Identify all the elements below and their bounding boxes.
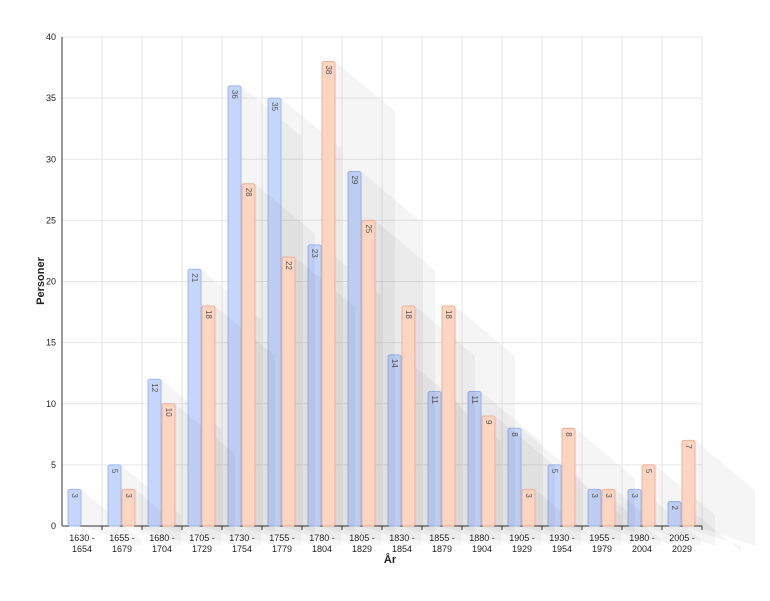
bar bbox=[681, 439, 696, 527]
bar-shadow bbox=[495, 415, 555, 546]
x-tick-label: 1855 -1879 bbox=[429, 533, 455, 554]
bar bbox=[641, 464, 656, 527]
bar bbox=[387, 354, 402, 527]
value-label: 28 bbox=[244, 188, 253, 197]
bar-shadow bbox=[695, 440, 755, 546]
value-label: 3 bbox=[524, 493, 533, 498]
bar-shadow bbox=[681, 501, 741, 552]
value-label: 22 bbox=[284, 261, 293, 270]
bar bbox=[441, 305, 456, 527]
value-label: 25 bbox=[364, 224, 373, 233]
x-tick-label: 1930 -1954 bbox=[549, 533, 575, 554]
x-tick-label: 1680 -1704 bbox=[149, 533, 175, 554]
value-label: 9 bbox=[484, 420, 493, 425]
value-label: 7 bbox=[684, 444, 693, 449]
value-label: 11 bbox=[470, 396, 479, 405]
value-label: 5 bbox=[644, 469, 653, 474]
x-tick-label: 1805 -1829 bbox=[349, 533, 375, 554]
value-label: 10 bbox=[164, 408, 173, 417]
x-tick-label: 1780 -1804 bbox=[309, 533, 335, 554]
x-tick-label: 1755 -1779 bbox=[269, 533, 295, 554]
bar bbox=[627, 488, 642, 527]
x-tick-label: 1655 -1679 bbox=[109, 533, 135, 554]
bar bbox=[561, 427, 576, 527]
bar bbox=[161, 403, 176, 527]
value-label: 3 bbox=[604, 493, 613, 498]
value-label: 3 bbox=[70, 493, 79, 498]
y-tick-label: 10 bbox=[46, 399, 56, 409]
bar bbox=[507, 427, 522, 527]
x-tick-label: 1880 -1904 bbox=[469, 533, 495, 554]
bar-shadow bbox=[575, 428, 635, 546]
value-label: 3 bbox=[630, 493, 639, 498]
value-label: 14 bbox=[390, 359, 399, 368]
y-tick-label: 40 bbox=[46, 32, 56, 42]
y-tick-label: 0 bbox=[51, 521, 56, 531]
x-tick-label: 1830 -1854 bbox=[389, 533, 415, 554]
value-label: 11 bbox=[430, 396, 439, 405]
y-tick-label: 35 bbox=[46, 93, 56, 103]
bar bbox=[281, 256, 296, 527]
bar bbox=[227, 85, 242, 527]
value-label: 36 bbox=[230, 90, 239, 99]
bar bbox=[467, 391, 482, 527]
value-label: 18 bbox=[444, 310, 453, 319]
bar bbox=[107, 464, 122, 527]
value-label: 5 bbox=[110, 469, 119, 474]
y-axis-label: Personer bbox=[35, 256, 47, 304]
value-label: 3 bbox=[124, 493, 133, 498]
bar bbox=[67, 488, 82, 527]
bar bbox=[587, 488, 602, 527]
bar bbox=[521, 488, 536, 527]
bar bbox=[241, 183, 256, 527]
x-tick-label: 2005 -2029 bbox=[669, 533, 695, 554]
bar bbox=[601, 488, 616, 527]
value-label: 5 bbox=[550, 469, 559, 474]
bar bbox=[307, 244, 322, 527]
bar bbox=[147, 378, 162, 527]
value-label: 38 bbox=[324, 65, 333, 74]
x-tick-label: 1955 -1979 bbox=[589, 533, 615, 554]
bar bbox=[427, 391, 442, 527]
x-tick-label: 1705 -1729 bbox=[189, 533, 215, 554]
value-label: 8 bbox=[564, 432, 573, 437]
value-label: 12 bbox=[150, 383, 159, 392]
value-label: 18 bbox=[404, 310, 413, 319]
value-label: 8 bbox=[510, 432, 519, 437]
bar bbox=[121, 488, 136, 527]
value-label: 23 bbox=[310, 249, 319, 258]
x-tick-label: 1905 -1929 bbox=[509, 533, 535, 554]
bar bbox=[547, 464, 562, 527]
value-label: 18 bbox=[204, 310, 213, 319]
value-label: 21 bbox=[190, 273, 199, 282]
value-label: 2 bbox=[670, 506, 679, 511]
bar bbox=[481, 415, 496, 527]
x-axis-label: År bbox=[384, 553, 397, 566]
value-label: 35 bbox=[270, 102, 279, 111]
bar bbox=[267, 97, 282, 527]
bar bbox=[347, 170, 362, 527]
bar bbox=[201, 305, 216, 527]
bar bbox=[321, 60, 336, 527]
bar bbox=[667, 501, 682, 527]
y-tick-label: 20 bbox=[46, 277, 56, 287]
x-tick-label: 1980 -2004 bbox=[629, 533, 655, 554]
bar bbox=[187, 268, 202, 527]
value-label: 3 bbox=[590, 493, 599, 498]
y-tick-label: 25 bbox=[46, 215, 56, 225]
y-tick-label: 5 bbox=[51, 460, 56, 470]
bar bbox=[361, 219, 376, 527]
value-label: 29 bbox=[350, 175, 359, 184]
bar bbox=[401, 305, 416, 527]
x-tick-label: 1730 -1754 bbox=[229, 533, 255, 554]
x-tick-label: 1630 -1654 bbox=[69, 533, 95, 554]
y-tick-label: 30 bbox=[46, 154, 56, 164]
y-tick-label: 15 bbox=[46, 338, 56, 348]
